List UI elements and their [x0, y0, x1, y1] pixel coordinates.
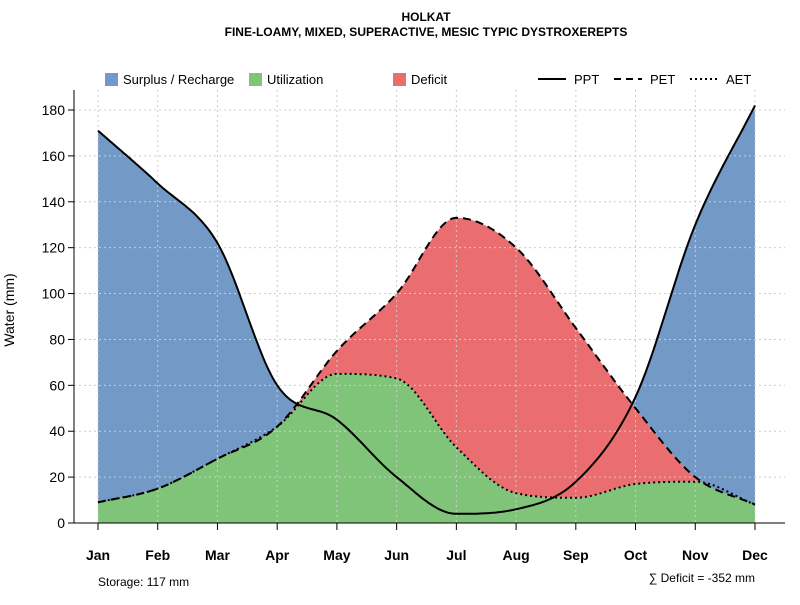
storage-note: Storage: 117 mm — [98, 575, 189, 589]
x-tick-label-nov: Nov — [682, 547, 709, 563]
x-tick-label-sep: Sep — [563, 547, 589, 563]
legend-utilization-label: Utilization — [267, 72, 323, 87]
x-tick-label-jun: Jun — [384, 547, 409, 563]
pet-line — [97, 216, 756, 506]
y-tick-label: 60 — [49, 377, 65, 393]
ppt-line — [97, 104, 756, 515]
deficit-area — [98, 217, 755, 505]
x-tick-label-feb: Feb — [145, 547, 170, 563]
y-tick-label: 80 — [49, 331, 65, 347]
legend-surplus-swatch — [105, 73, 118, 86]
legend-deficit-label: Deficit — [411, 72, 448, 87]
x-tick-label-may: May — [323, 547, 350, 563]
aet-line — [97, 372, 756, 506]
legend-deficit-swatch — [393, 73, 406, 86]
x-tick-label-apr: Apr — [265, 547, 290, 563]
utilization-area — [98, 373, 755, 523]
x-tick-label-aug: Aug — [502, 547, 529, 563]
y-tick-label: 0 — [57, 515, 65, 531]
x-tick-label-jan: Jan — [86, 547, 110, 563]
y-tick-label: 100 — [42, 286, 66, 302]
surplus-area — [98, 105, 755, 505]
legend-surplus-label: Surplus / Recharge — [123, 72, 234, 87]
x-tick-label-mar: Mar — [205, 547, 230, 563]
y-tick-label: 160 — [42, 148, 66, 164]
y-tick-label: 180 — [42, 102, 66, 118]
y-tick-label: 20 — [49, 469, 65, 485]
y-tick-label: 40 — [49, 423, 65, 439]
x-tick-label-dec: Dec — [742, 547, 768, 563]
chart-subtitle: FINE-LOAMY, MIXED, SUPERACTIVE, MESIC TY… — [225, 25, 628, 39]
chart-title: HOLKAT — [401, 10, 451, 24]
y-tick-label: 120 — [42, 240, 66, 256]
deficit-note: ∑ Deficit = -352 mm — [649, 571, 755, 585]
y-axis-label: Water (mm) — [1, 273, 17, 346]
x-tick-label-oct: Oct — [624, 547, 648, 563]
legend-aet-label: AET — [726, 72, 751, 87]
legend-utilization-swatch — [249, 73, 262, 86]
legend-ppt-label: PPT — [574, 72, 599, 87]
y-tick-label: 140 — [42, 194, 66, 210]
x-tick-label-jul: Jul — [446, 547, 466, 563]
legend-pet-label: PET — [650, 72, 675, 87]
